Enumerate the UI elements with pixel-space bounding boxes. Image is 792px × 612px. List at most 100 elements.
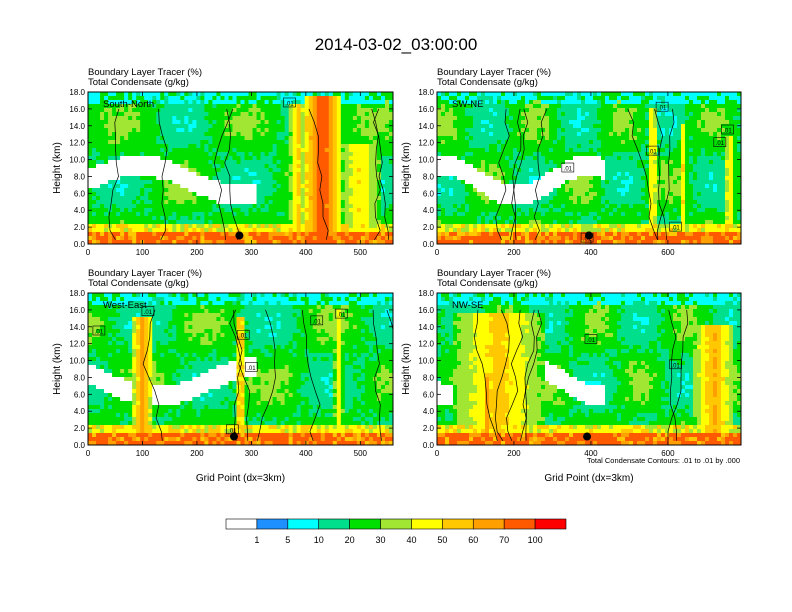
tracer-field [437, 92, 741, 244]
contour-note: Total Condensate Contours: .01 to .01 by… [587, 456, 740, 465]
x-tick-label: 400 [299, 449, 313, 458]
condensate-contour [657, 108, 675, 240]
condensate-contour [233, 309, 251, 441]
y-tick-label: 10.0 [69, 357, 85, 366]
colorbar-swatch [472, 518, 505, 530]
panel-1: Boundary Layer Tracer (%)Total Condensat… [401, 67, 742, 257]
condensate-contour [473, 309, 498, 441]
colorbar-swatch [534, 518, 567, 530]
colorbar-label: 40 [406, 535, 416, 545]
colorbar-swatch [349, 518, 381, 530]
condensate-contour [142, 309, 163, 441]
colorbar-swatch [256, 518, 289, 530]
colorbar: 1 5 10 20 30 40 50 60 70 100 [225, 518, 567, 545]
condensate-contour [533, 108, 548, 240]
plot-frame [87, 91, 394, 245]
condensate-contour [506, 309, 524, 441]
condensate-contour [627, 108, 658, 240]
figure-title: 2014-03-02_03:00:00 [315, 35, 478, 54]
x-tick-label: 300 [245, 449, 259, 458]
colorbar-swatch [411, 518, 443, 530]
y-tick-label: 14.0 [69, 122, 85, 131]
condensate-contour [108, 108, 120, 240]
x-tick-label: 200 [507, 449, 521, 458]
colorbar-label: 100 [528, 535, 543, 545]
location-marker [583, 432, 592, 441]
colorbar-swatch [287, 518, 320, 530]
y-tick-label: 8.0 [423, 172, 435, 181]
condensate-contour [520, 309, 542, 441]
contour-label: .01 [334, 308, 348, 319]
colorbar-swatch [380, 518, 412, 530]
y-tick-label: 8.0 [74, 373, 86, 382]
x-tick-label: 400 [299, 248, 313, 257]
y-tick-label: 18.0 [418, 289, 434, 298]
y-tick-label: 18.0 [418, 88, 434, 97]
panel-header: Boundary Layer Tracer (%) [437, 268, 551, 279]
panel-label: SW-NE [452, 99, 484, 110]
y-tick-label: 4.0 [423, 407, 435, 416]
panel-label: South-North [103, 99, 154, 110]
contour-label: .01 [646, 145, 659, 156]
location-marker [585, 231, 593, 240]
condensate-contour [511, 108, 522, 240]
y-tick-label: 16.0 [69, 306, 85, 315]
y-tick-label: 18.0 [69, 289, 85, 298]
contour-label: .01 [721, 124, 734, 135]
condensate-contour [158, 108, 168, 240]
y-tick-label: 16.0 [69, 105, 85, 114]
svg-text:.01: .01 [285, 101, 294, 107]
y-tick-label: 4.0 [74, 407, 86, 416]
condensate-contour [372, 309, 382, 441]
panel-header: Boundary Layer Tracer (%) [437, 67, 551, 78]
location-marker [229, 432, 238, 441]
contour-label: .01 [584, 334, 598, 344]
y-tick-label: 6.0 [74, 189, 86, 198]
colorbar-swatch [503, 518, 536, 530]
x-tick-label: 500 [354, 248, 368, 257]
contour-label: .01 [655, 101, 669, 112]
panel-header: Total Condensate (g/kg) [437, 278, 538, 289]
y-tick-label: 0.0 [74, 441, 86, 450]
panels: Boundary Layer Tracer (%)Total Condensat… [52, 67, 742, 484]
panel-0: Boundary Layer Tracer (%)Total Condensat… [52, 67, 394, 257]
condensate-contour [667, 309, 689, 441]
colorbar-swatch [442, 518, 474, 530]
x-tick-label: 300 [245, 248, 259, 257]
y-tick-label: 12.0 [418, 340, 434, 349]
contour-label: .01 [669, 221, 682, 232]
x-tick-label: 100 [136, 449, 150, 458]
colorbar-label: 5 [285, 535, 290, 545]
condensate-contour [522, 309, 535, 441]
panel-header: Boundary Layer Tracer (%) [88, 67, 202, 78]
y-tick-label: 0.0 [423, 240, 435, 249]
colorbar-swatch [225, 518, 258, 530]
panel-header: Total Condensate (g/kg) [88, 77, 189, 88]
y-tick-label: 16.0 [418, 105, 434, 114]
y-tick-label: 6.0 [74, 390, 86, 399]
condensate-contour [257, 309, 276, 441]
x-tick-label: 0 [86, 248, 91, 257]
y-tick-label: 12.0 [418, 139, 434, 148]
colorbar-label: 10 [314, 535, 324, 545]
x-tick-label: 100 [136, 248, 150, 257]
y-tick-label: 4.0 [423, 206, 435, 215]
x-axis-label: Grid Point (dx=3km) [196, 473, 285, 484]
tracer-field [437, 293, 741, 445]
y-tick-label: 10.0 [418, 156, 434, 165]
colorbar-label: 60 [468, 535, 478, 545]
y-tick-label: 0.0 [423, 441, 435, 450]
x-tick-label: 0 [86, 449, 91, 458]
y-tick-label: 18.0 [69, 88, 85, 97]
contour-label: .01 [713, 137, 727, 147]
y-tick-label: 12.0 [69, 139, 85, 148]
y-tick-label: 16.0 [418, 306, 434, 315]
y-tick-label: 2.0 [74, 424, 86, 433]
tracer-field [88, 293, 393, 445]
x-tick-label: 600 [661, 449, 675, 458]
condensate-contour [495, 309, 510, 441]
condensate-contour [509, 108, 529, 240]
y-tick-label: 4.0 [74, 206, 86, 215]
x-tick-label: 200 [190, 248, 204, 257]
y-tick-label: 2.0 [74, 223, 86, 232]
